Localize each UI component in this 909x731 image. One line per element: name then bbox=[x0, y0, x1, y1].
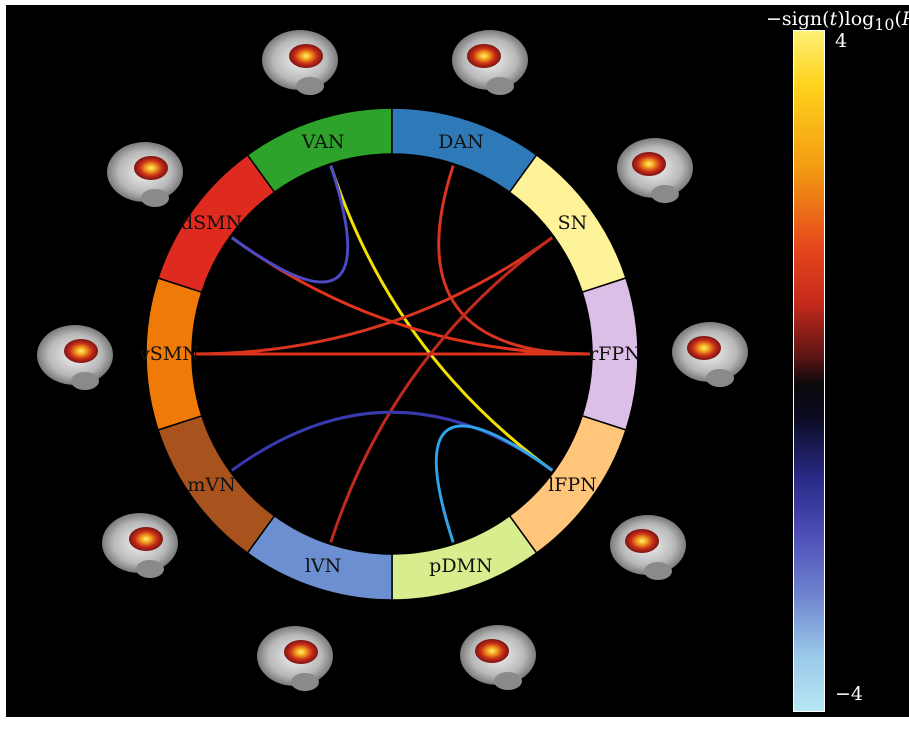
connection-pdmn-lfpn bbox=[434, 424, 554, 543]
network-label-dan: DAN bbox=[438, 131, 484, 153]
connection-mvn-lfpn bbox=[230, 410, 554, 472]
colorbar-max-label: 4 bbox=[835, 30, 848, 52]
brain-thumbnail bbox=[37, 325, 113, 390]
network-label-vsmn: vSMN bbox=[138, 343, 199, 365]
brain-thumbnail bbox=[617, 138, 693, 203]
colorbar-min-label: −4 bbox=[835, 683, 864, 705]
brain-thumbnail bbox=[610, 515, 686, 580]
network-labels: VAN DAN SN rFPN lFPN pDMN lVN mVN vSMN dSMN bbox=[138, 131, 641, 577]
brain-thumbnail bbox=[452, 30, 528, 95]
network-label-mvn: mVN bbox=[187, 474, 235, 496]
network-label-lvn: lVN bbox=[305, 555, 341, 577]
connection-van-lfpn bbox=[329, 165, 554, 472]
brain-thumbnail bbox=[257, 626, 333, 691]
brain-thumbnail bbox=[460, 625, 536, 690]
ring-sector-dsmn bbox=[157, 153, 276, 294]
connection-chords bbox=[193, 165, 591, 543]
connection-lvn-sn bbox=[329, 236, 554, 543]
network-ring bbox=[145, 107, 639, 601]
colorbar-gradient bbox=[793, 30, 825, 712]
connection-dsmn-rfpn bbox=[230, 236, 591, 356]
network-label-van: VAN bbox=[301, 131, 345, 153]
connection-sn-vsmn bbox=[193, 236, 554, 356]
network-label-dsmn: dSMN bbox=[181, 212, 242, 234]
network-label-pdmn: pDMN bbox=[429, 555, 492, 577]
brain-thumbnails bbox=[37, 30, 748, 691]
colorbar-legend: −sign(t)log10(P) 4 −4 bbox=[760, 0, 909, 731]
connection-dsmn-van bbox=[230, 165, 350, 284]
network-label-lfpn: lFPN bbox=[548, 474, 597, 496]
network-label-sn: SN bbox=[558, 212, 588, 234]
connection-dan-rfpn bbox=[437, 165, 591, 356]
brain-thumbnail bbox=[262, 30, 338, 95]
colorbar-title: −sign(t)log10(P) bbox=[766, 8, 909, 34]
brain-thumbnail bbox=[107, 142, 183, 207]
brain-thumbnail bbox=[102, 513, 178, 578]
network-label-rfpn: rFPN bbox=[589, 343, 641, 365]
brain-thumbnail bbox=[672, 322, 748, 387]
